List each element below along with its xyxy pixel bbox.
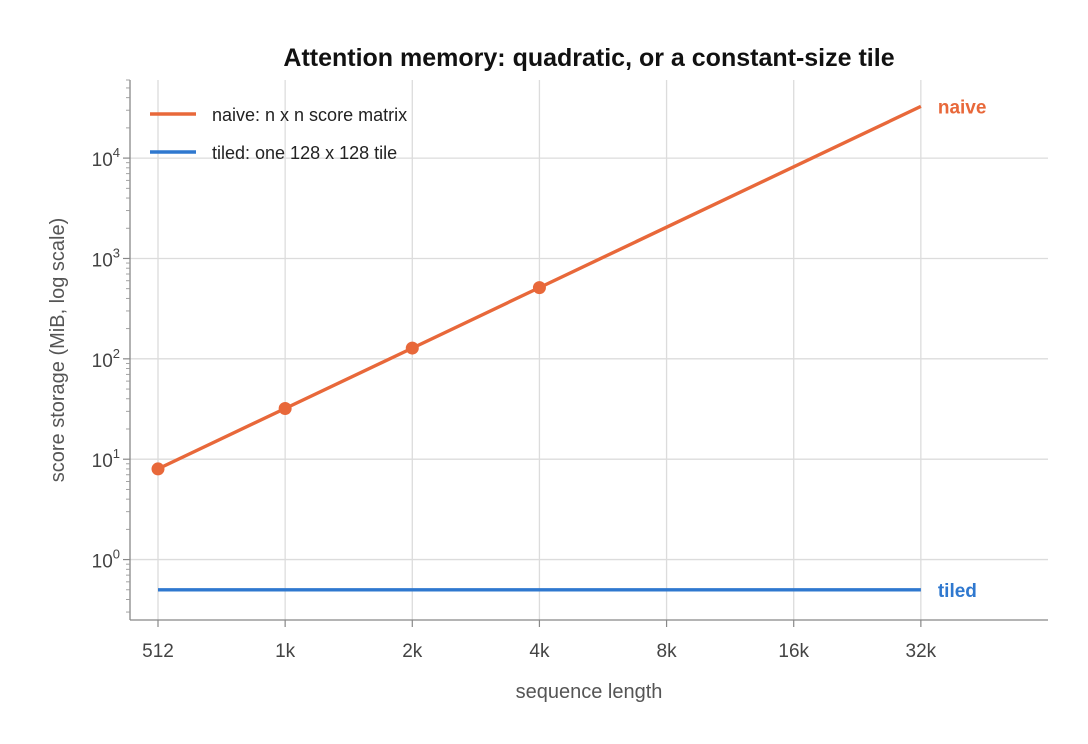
x-axis-label: sequence length <box>516 681 663 703</box>
end-label-tiled: tiled <box>938 581 977 602</box>
data-point-naive <box>278 402 292 416</box>
x-tick-label: 32k <box>906 641 937 662</box>
x-tick-label: 16k <box>778 641 809 662</box>
axes: 512 1k 2k 4k 8k 16k 32k 100 101 102 103 104 <box>92 79 1048 662</box>
y-axis-label: score storage (MiB, log scale) <box>47 218 69 483</box>
legend-label-naive: naive: n x n score matrix <box>212 105 407 125</box>
y-tick-label: 101 <box>92 446 120 472</box>
legend: naive: n x n score matrix tiled: one 128 … <box>150 105 407 163</box>
y-tick-label: 103 <box>92 245 120 271</box>
x-tick-label: 512 <box>142 641 174 662</box>
y-tick-label: 102 <box>92 346 120 372</box>
end-label-naive: naive <box>938 97 987 118</box>
data-point-naive <box>151 462 165 476</box>
data-point-naive <box>532 281 546 295</box>
grid <box>130 80 1048 620</box>
y-tick-label: 100 <box>92 547 120 573</box>
series-layer: naive tiled <box>151 97 987 602</box>
x-tick-label: 4k <box>529 641 550 662</box>
y-tick-label: 104 <box>92 145 120 171</box>
x-tick-label: 8k <box>657 641 678 662</box>
chart-title: Attention memory: quadratic, or a consta… <box>283 44 894 72</box>
x-tick-label: 1k <box>275 641 296 662</box>
x-tick-label: 2k <box>402 641 423 662</box>
data-point-naive <box>405 341 419 355</box>
legend-label-tiled: tiled: one 128 x 128 tile <box>212 143 397 163</box>
